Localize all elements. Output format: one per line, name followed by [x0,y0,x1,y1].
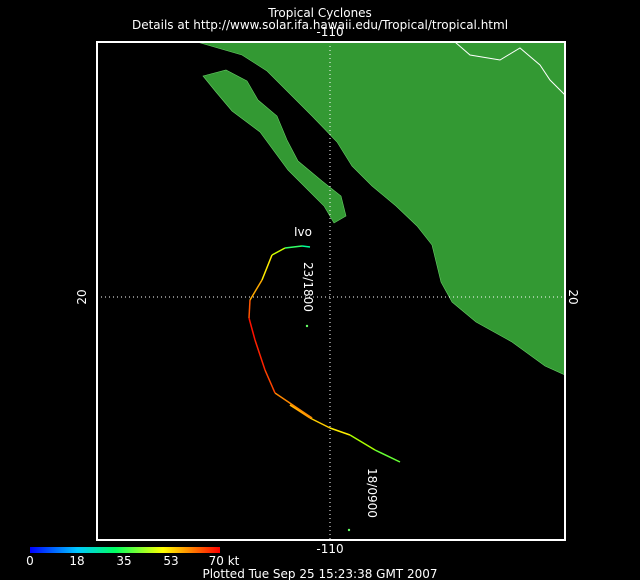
track-segment [264,369,276,394]
mainland [196,42,565,376]
footer: Plotted Tue Sep 25 15:23:38 GMT 2007 [202,567,437,580]
border-line [454,42,565,96]
start-time-label: 18/0900 [365,468,379,518]
track-segment [271,247,286,256]
lon-label-top: -110 [316,25,343,39]
track-segment [254,339,266,371]
storm-name: Ivo [294,225,312,239]
colorbar-labels: 0 18 35 53 70 kt [26,554,239,568]
track-segment [248,299,251,319]
subtitle: Details at http://www.solar.ifa.hawaii.e… [132,18,508,32]
track-segment [349,434,376,451]
track-point [347,528,351,532]
track-segment [274,392,313,419]
colorbar-label: 35 [116,554,131,568]
track-segment [284,245,303,249]
track-point [305,324,309,328]
track-segment [374,449,401,463]
end-time-label: 23/1800 [301,262,315,312]
track-segment [309,417,331,429]
track-segment [329,427,351,436]
track-segment [249,279,263,301]
baja-peninsula [202,69,347,224]
land [196,42,565,376]
track-segment [301,245,311,248]
lat-label-right: 20 [566,289,580,304]
title: Tropical Cyclones [267,6,372,20]
colorbar-label: 0 [26,554,34,568]
colorbar-label: 18 [69,554,84,568]
track-segment [261,254,273,281]
storm-track [248,245,401,532]
lon-label-bottom: -110 [316,542,343,556]
track-segment [248,317,256,341]
colorbar [30,547,220,553]
colorbar-label: 70 kt [209,554,240,568]
lat-label-left: 20 [75,289,89,304]
colorbar-label: 53 [163,554,178,568]
map-frame [96,41,566,541]
